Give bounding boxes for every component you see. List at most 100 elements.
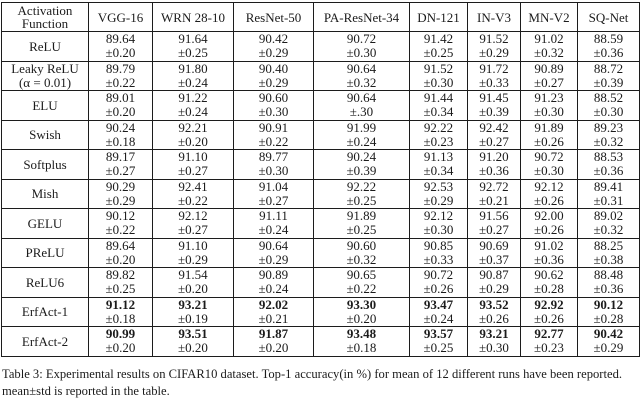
data-cell: 91.99 ±0.24 <box>313 119 410 150</box>
table-row: ELU 89.01 ±0.20 91.22 ±0.24 90.60 ±0.30 90.64 ±.… <box>1 90 640 121</box>
cell-std: ±0.27 <box>178 163 208 179</box>
row-label-text: Leaky ReLU <box>11 61 79 77</box>
cell-mean: 91.45 <box>479 90 509 106</box>
cell-std: ±0.24 <box>346 133 377 149</box>
cell-std: ±0.36 <box>593 163 624 179</box>
cell-std: ±0.31 <box>593 192 624 208</box>
cell-mean: 90.42 <box>258 31 289 47</box>
cell-std: ±0.24 <box>423 310 454 326</box>
cell-std: ±0.32 <box>346 74 377 90</box>
data-cell: 93.21 ±0.19 <box>152 296 234 327</box>
data-cell: 91.13 ±0.34 <box>409 149 468 180</box>
cell-mean: 90.60 <box>258 90 289 106</box>
data-cell: 89.41 ±0.31 <box>577 178 640 209</box>
cell-std: ±0.32 <box>593 222 624 238</box>
cell-mean: 91.02 <box>534 31 564 47</box>
cell-std: ±0.29 <box>178 251 208 267</box>
data-cell: 88.53 ±0.36 <box>577 149 640 180</box>
data-cell: 90.91 ±0.22 <box>233 119 314 150</box>
cell-mean: 93.48 <box>346 326 377 342</box>
data-cell: 90.42 ±0.29 <box>233 31 314 62</box>
cell-mean: 91.52 <box>479 31 509 47</box>
data-cell: 88.48 ±0.36 <box>577 267 640 298</box>
cell-mean: 90.29 <box>105 179 136 194</box>
data-cell: 90.12 ±0.22 <box>88 208 153 239</box>
cell-mean: 88.52 <box>593 90 624 106</box>
cell-std: ±0.18 <box>105 310 136 326</box>
cell-mean: 90.72 <box>423 267 454 283</box>
column-header: WRN 28-10 <box>152 2 234 32</box>
cell-mean: 89.79 <box>105 61 136 76</box>
cell-mean: 89.02 <box>593 208 624 224</box>
data-cell: 92.00 ±0.26 <box>520 208 578 239</box>
cell-std: ±0.30 <box>423 222 454 238</box>
results-table: Activation Function VGG-16 WRN 28-10 ResNet… <box>1 2 640 357</box>
data-cell: 91.52 ±0.30 <box>409 60 468 91</box>
row-label-text: Mish <box>31 186 59 201</box>
cell-std: ±0.28 <box>593 310 624 326</box>
cell-mean: 91.42 <box>423 31 454 47</box>
cell-mean: 93.51 <box>178 326 208 342</box>
data-cell: 90.24 ±0.39 <box>313 149 410 180</box>
data-cell: 90.65 ±0.22 <box>313 267 410 298</box>
cell-mean: 91.87 <box>258 326 289 342</box>
cell-std: ±0.32 <box>593 133 624 149</box>
cell-std: ±0.22 <box>105 74 136 90</box>
cell-std: ±0.29 <box>258 45 289 61</box>
data-cell: 89.82 ±0.25 <box>88 267 153 298</box>
data-cell: 90.89 ±0.24 <box>233 267 314 298</box>
cell-mean: 93.47 <box>423 297 454 312</box>
cell-mean: 92.42 <box>479 120 509 135</box>
cell-std: ±0.24 <box>258 222 289 238</box>
data-cell: 89.79 ±0.22 <box>88 60 153 91</box>
cell-mean: 90.62 <box>534 267 564 283</box>
cell-std: ±0.27 <box>534 74 564 90</box>
cell-mean: 89.41 <box>593 179 624 194</box>
cell-std: ±0.30 <box>534 163 564 179</box>
data-cell: 89.77 ±0.30 <box>233 149 314 180</box>
cell-std: ±0.25 <box>423 45 454 61</box>
cell-mean: 90.89 <box>258 267 289 283</box>
cell-mean: 89.77 <box>258 149 289 165</box>
data-cell: 91.72 ±0.33 <box>467 60 521 91</box>
cell-mean: 93.57 <box>423 326 454 342</box>
row-label: ReLU6 <box>1 267 89 298</box>
data-cell: 90.85 ±0.33 <box>409 237 468 268</box>
data-cell: 91.12 ±0.18 <box>88 296 153 327</box>
data-cell: 90.99 ±0.20 <box>88 326 153 357</box>
data-cell: 92.12 ±0.30 <box>409 208 468 239</box>
cell-mean: 92.22 <box>346 179 377 194</box>
row-label: Softplus <box>1 149 89 180</box>
cell-mean: 90.89 <box>534 61 564 76</box>
cell-mean: 93.30 <box>346 297 377 312</box>
cell-mean: 88.53 <box>593 149 624 165</box>
data-cell: 91.04 ±0.27 <box>233 178 314 209</box>
cell-std: ±0.24 <box>178 104 208 120</box>
cell-mean: 89.01 <box>105 90 136 106</box>
cell-std: ±0.39 <box>346 163 377 179</box>
row-label: PReLU <box>1 237 89 268</box>
cell-std: ±0.21 <box>258 310 289 326</box>
cell-std: ±0.29 <box>258 251 289 267</box>
header-row: Activation Function VGG-16 WRN 28-10 ResNet… <box>1 2 640 32</box>
data-cell: 92.53 ±0.29 <box>409 178 468 209</box>
column-header: IN-V3 <box>467 2 521 32</box>
data-cell: 90.64 ±0.32 <box>313 60 410 91</box>
cell-std: ±0.36 <box>593 281 624 297</box>
cell-mean: 90.87 <box>479 267 509 283</box>
cell-mean: 91.89 <box>346 208 377 224</box>
data-cell: 91.44 ±0.34 <box>409 90 468 121</box>
data-cell: 90.40 ±0.29 <box>233 60 314 91</box>
data-cell: 93.57 ±0.25 <box>409 326 468 357</box>
cell-mean: 89.17 <box>105 149 136 165</box>
cell-mean: 90.99 <box>105 326 136 342</box>
cell-std: ±0.33 <box>423 251 454 267</box>
cell-mean: 91.99 <box>346 120 377 135</box>
cell-std: ±0.22 <box>258 133 289 149</box>
cell-std: ±0.34 <box>423 104 454 120</box>
cell-mean: 90.24 <box>346 149 377 165</box>
cell-std: ±0.26 <box>534 222 564 238</box>
data-cell: 91.22 ±0.24 <box>152 90 234 121</box>
cell-mean: 91.64 <box>178 31 208 47</box>
cell-std: ±0.26 <box>423 281 454 297</box>
